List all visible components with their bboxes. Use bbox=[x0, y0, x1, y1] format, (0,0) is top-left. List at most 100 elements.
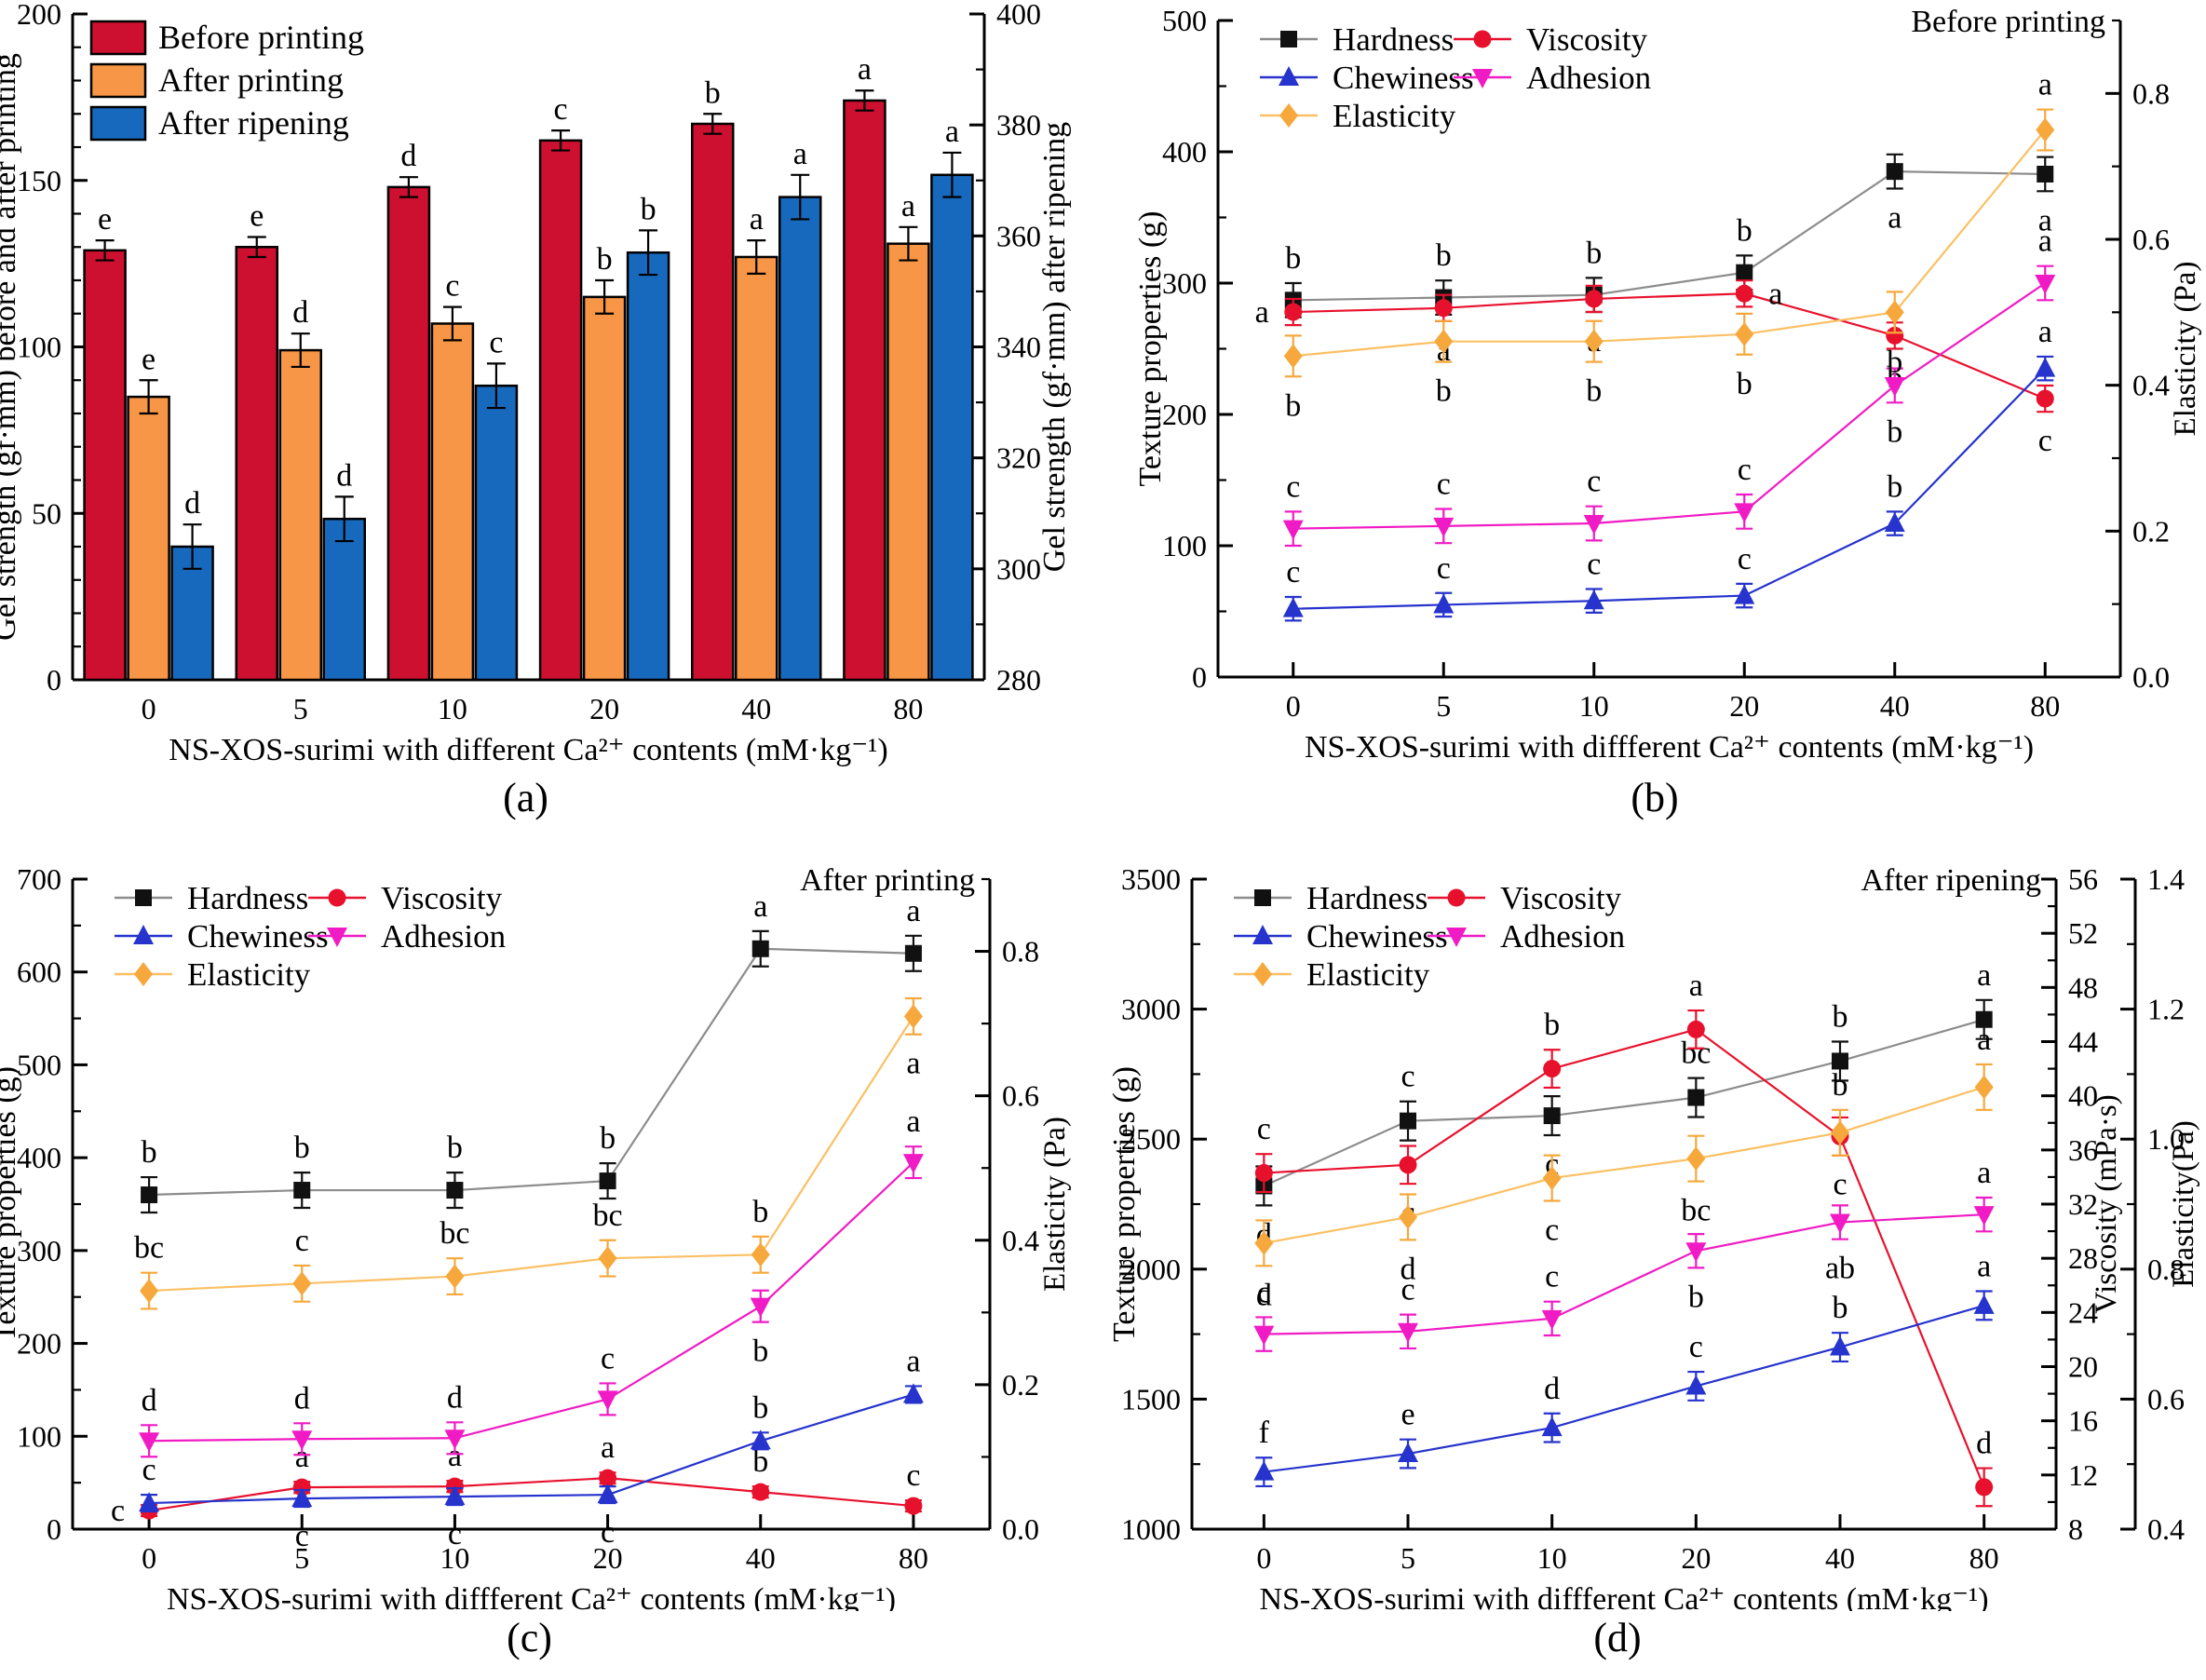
significance-letter: d bbox=[1544, 1372, 1560, 1406]
tick-label: 360 bbox=[996, 219, 1041, 252]
legend-label: Viscosity bbox=[1500, 880, 1622, 916]
error-bar bbox=[442, 305, 462, 342]
tick-label: 200 bbox=[1162, 398, 1207, 431]
error-bar bbox=[291, 332, 310, 369]
bar bbox=[582, 295, 627, 682]
tick-label: 50 bbox=[32, 496, 61, 530]
marker-triangle-down bbox=[1583, 515, 1604, 535]
significance-letter: b bbox=[1737, 367, 1753, 401]
marker-circle bbox=[1254, 1164, 1273, 1183]
tick-label: 3500 bbox=[1121, 862, 1181, 896]
marker-square bbox=[293, 1182, 311, 1199]
marker-triangle-down bbox=[139, 1432, 160, 1453]
x-tick-label: 80 bbox=[2030, 689, 2060, 723]
marker-triangle-down bbox=[750, 1297, 771, 1318]
marker-circle bbox=[1447, 888, 1466, 907]
legend-item-viscosity: Viscosity bbox=[1428, 880, 1622, 916]
x-axis-title: NS-XOS-surimi with diffferent Ca²⁺ conte… bbox=[1305, 730, 2034, 765]
series-line bbox=[1292, 129, 2047, 358]
axis-left: 0 100 200 300 400 500 600 700 bbox=[17, 862, 88, 1546]
marker-circle bbox=[1735, 284, 1753, 303]
legend-label: Elasticity bbox=[1333, 98, 1456, 134]
tick-label: 1000 bbox=[1121, 1512, 1181, 1546]
significance-letter: a bbox=[1888, 200, 1901, 235]
marker-circle bbox=[1473, 30, 1492, 48]
marker-triangle-up bbox=[1433, 593, 1455, 614]
significance-letter: b bbox=[1887, 469, 1902, 504]
marker-diamond bbox=[1399, 1204, 1417, 1229]
significance-letter: b bbox=[294, 1131, 310, 1165]
significance-letter: d bbox=[1401, 1252, 1416, 1286]
legend-swatch bbox=[89, 105, 147, 142]
y-axis-title-left: Texture properties (g) bbox=[1133, 211, 1168, 487]
tick-label: 380 bbox=[996, 108, 1041, 142]
bar bbox=[474, 384, 519, 682]
series-line bbox=[1264, 1304, 1984, 1473]
significance-letter: c bbox=[1286, 469, 1300, 504]
significance-letter: b bbox=[1833, 1068, 1848, 1103]
marker-diamond bbox=[140, 1279, 159, 1304]
error-bar bbox=[791, 173, 810, 221]
significance-letter: b bbox=[705, 75, 721, 110]
series-adhesion: d d d c b a bbox=[139, 1104, 924, 1458]
error-bar bbox=[595, 278, 615, 315]
x-tick-label: 80 bbox=[899, 1541, 928, 1575]
tick-label: 300 bbox=[996, 552, 1041, 586]
significance-letter: c bbox=[111, 1494, 125, 1528]
series-line bbox=[1264, 1028, 1985, 1488]
tick-label: 0.6 bbox=[2132, 223, 2170, 256]
series-before-printing: e e d c b a bbox=[83, 52, 886, 682]
legend-item-chewiness: Chewiness bbox=[1260, 60, 1474, 96]
tick-label: 400 bbox=[1162, 135, 1207, 169]
marker-circle bbox=[1399, 1156, 1417, 1174]
legend-label: Hardness bbox=[1306, 880, 1428, 916]
marker-triangle-down bbox=[291, 1430, 313, 1451]
marker-circle bbox=[1975, 1478, 1994, 1497]
significance-letter: a bbox=[793, 137, 807, 171]
significance-letter: c bbox=[295, 1224, 309, 1258]
legend-label: Adhesion bbox=[1526, 60, 1651, 96]
tick-label: 100 bbox=[17, 331, 61, 364]
tick-label: 24 bbox=[2068, 1295, 2098, 1329]
marker-triangle-up bbox=[133, 925, 154, 944]
significance-letter: b bbox=[1586, 236, 1602, 270]
significance-letter: b bbox=[752, 1390, 768, 1425]
tick-label: 300 bbox=[17, 1234, 61, 1267]
significance-letter: d bbox=[447, 1380, 463, 1415]
significance-letter: bc bbox=[134, 1231, 164, 1266]
axis-left: 0 50 100 150 200 bbox=[17, 0, 88, 697]
x-tick-label: 20 bbox=[1681, 1541, 1711, 1575]
tick-label: 0.8 bbox=[2132, 76, 2170, 110]
significance-letter: c bbox=[2038, 424, 2052, 458]
significance-letter: b bbox=[641, 192, 656, 226]
bar bbox=[538, 139, 583, 682]
x-tick-label: 0 bbox=[1256, 1541, 1271, 1575]
marker-circle bbox=[328, 888, 346, 907]
x-tick-label: 5 bbox=[294, 1541, 309, 1575]
marker-square bbox=[904, 944, 922, 962]
panel-b: 0 100 200 300 400 500 Texture properties (g) 0 5… bbox=[1103, 0, 2206, 840]
marker-triangle-up bbox=[444, 1485, 466, 1506]
significance-letter: c bbox=[1587, 465, 1601, 499]
tick-label: 1500 bbox=[1121, 1382, 1181, 1416]
marker-square bbox=[1832, 1052, 1848, 1070]
error-bar bbox=[747, 239, 766, 275]
marker-square bbox=[1736, 264, 1753, 281]
error-bar bbox=[334, 495, 354, 543]
significance-letter: b bbox=[1737, 213, 1753, 248]
tick-label: 2500 bbox=[1121, 1122, 1181, 1156]
significance-letter: b bbox=[597, 242, 613, 277]
tick-label: 0.2 bbox=[1002, 1368, 1039, 1402]
legend-item-hardness: Hardness bbox=[115, 880, 308, 916]
significance-letter: c bbox=[489, 325, 503, 359]
significance-letter: b bbox=[1887, 345, 1902, 379]
bar bbox=[691, 122, 735, 682]
legend-label: Hardness bbox=[1333, 21, 1454, 58]
error-bar bbox=[703, 113, 723, 135]
significance-letter: d bbox=[294, 1381, 310, 1416]
legend-label: Chewiness bbox=[187, 918, 329, 955]
tick-label: 0.4 bbox=[2132, 369, 2170, 402]
